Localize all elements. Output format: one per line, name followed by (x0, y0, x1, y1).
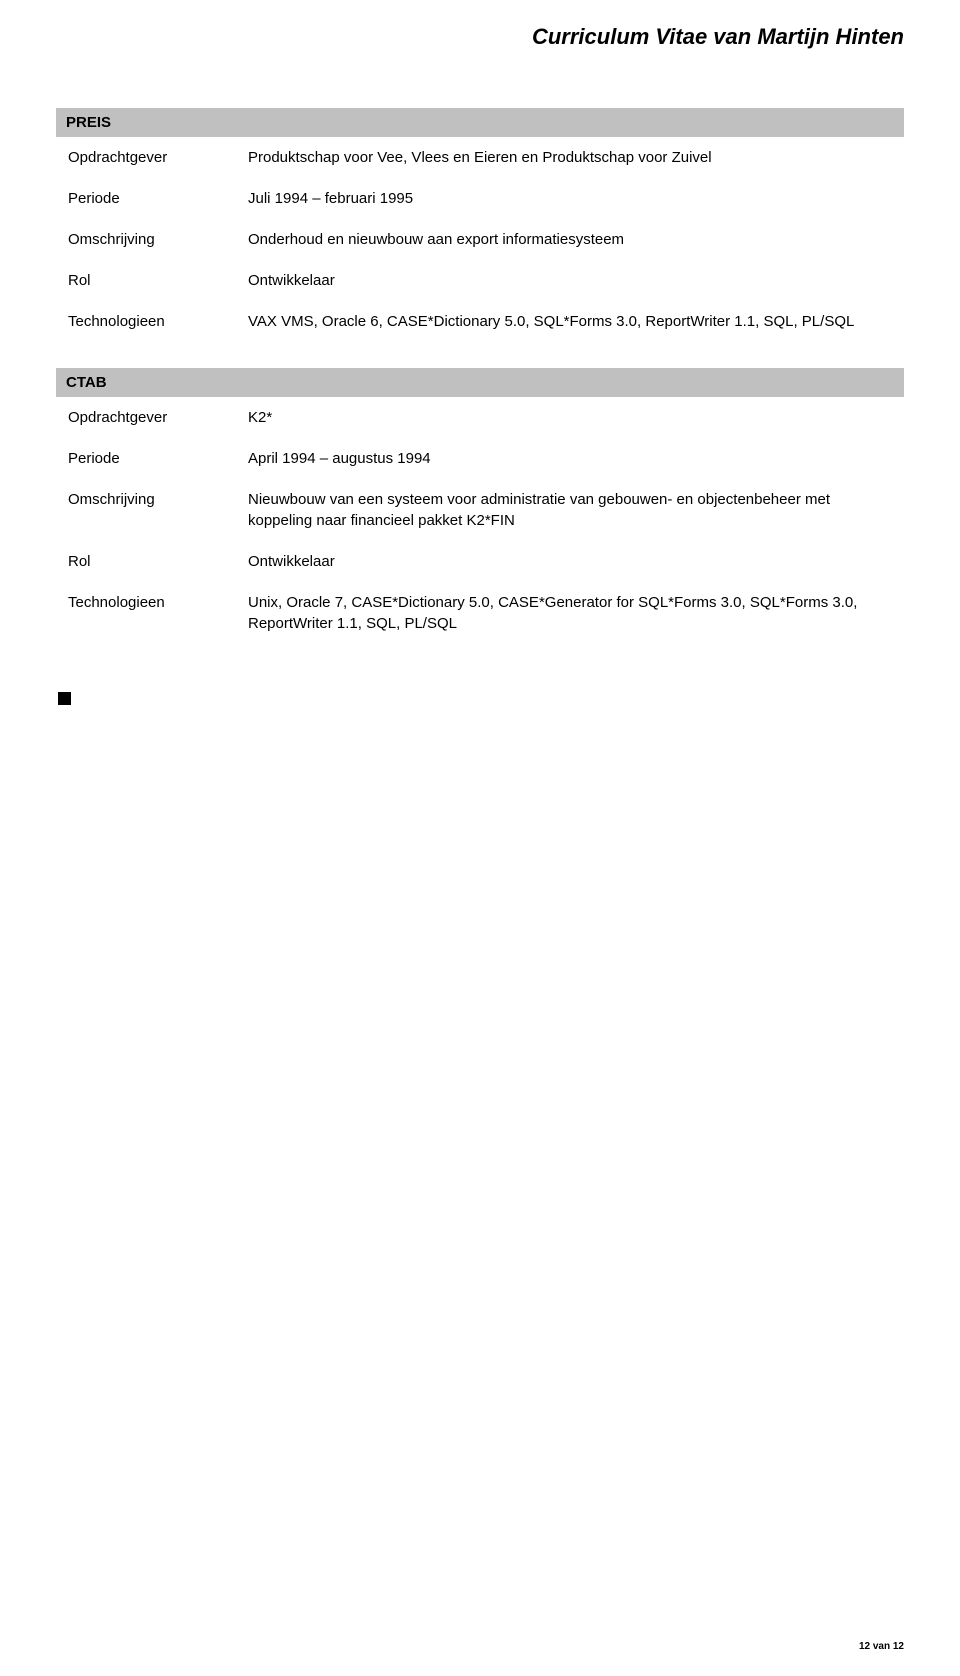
label-opdrachtgever: Opdrachtgever (68, 147, 248, 168)
value-rol: Ontwikkelaar (248, 270, 894, 291)
row-technologieen: Technologieen Unix, Oracle 7, CASE*Dicti… (56, 582, 904, 644)
row-periode: Periode April 1994 – augustus 1994 (56, 438, 904, 479)
row-omschrijving: Omschrijving Onderhoud en nieuwbouw aan … (56, 219, 904, 260)
value-omschrijving: Nieuwbouw van een systeem voor administr… (248, 489, 894, 531)
section-header-ctab: CTAB (56, 368, 904, 397)
row-opdrachtgever: Opdrachtgever Produktschap voor Vee, Vle… (56, 137, 904, 178)
page-number-footer: 12 van 12 (859, 1641, 904, 1652)
doc-title: Curriculum Vitae van Martijn Hinten (56, 24, 904, 50)
row-technologieen: Technologieen VAX VMS, Oracle 6, CASE*Di… (56, 301, 904, 342)
value-opdrachtgever: K2* (248, 407, 894, 428)
row-periode: Periode Juli 1994 – februari 1995 (56, 178, 904, 219)
label-technologieen: Technologieen (68, 592, 248, 634)
value-omschrijving: Onderhoud en nieuwbouw aan export inform… (248, 229, 894, 250)
page: Curriculum Vitae van Martijn Hinten PREI… (0, 0, 960, 1676)
value-periode: April 1994 – augustus 1994 (248, 448, 894, 469)
label-technologieen: Technologieen (68, 311, 248, 332)
value-opdrachtgever: Produktschap voor Vee, Vlees en Eieren e… (248, 147, 894, 168)
label-omschrijving: Omschrijving (68, 229, 248, 250)
value-rol: Ontwikkelaar (248, 551, 894, 572)
value-technologieen: Unix, Oracle 7, CASE*Dictionary 5.0, CAS… (248, 592, 894, 634)
row-rol: Rol Ontwikkelaar (56, 541, 904, 582)
label-periode: Periode (68, 448, 248, 469)
label-omschrijving: Omschrijving (68, 489, 248, 531)
end-of-document-icon (58, 692, 71, 705)
section-header-preis: PREIS (56, 108, 904, 137)
label-rol: Rol (68, 270, 248, 291)
label-periode: Periode (68, 188, 248, 209)
value-periode: Juli 1994 – februari 1995 (248, 188, 894, 209)
row-omschrijving: Omschrijving Nieuwbouw van een systeem v… (56, 479, 904, 541)
label-opdrachtgever: Opdrachtgever (68, 407, 248, 428)
row-rol: Rol Ontwikkelaar (56, 260, 904, 301)
label-rol: Rol (68, 551, 248, 572)
value-technologieen: VAX VMS, Oracle 6, CASE*Dictionary 5.0, … (248, 311, 894, 332)
row-opdrachtgever: Opdrachtgever K2* (56, 397, 904, 438)
